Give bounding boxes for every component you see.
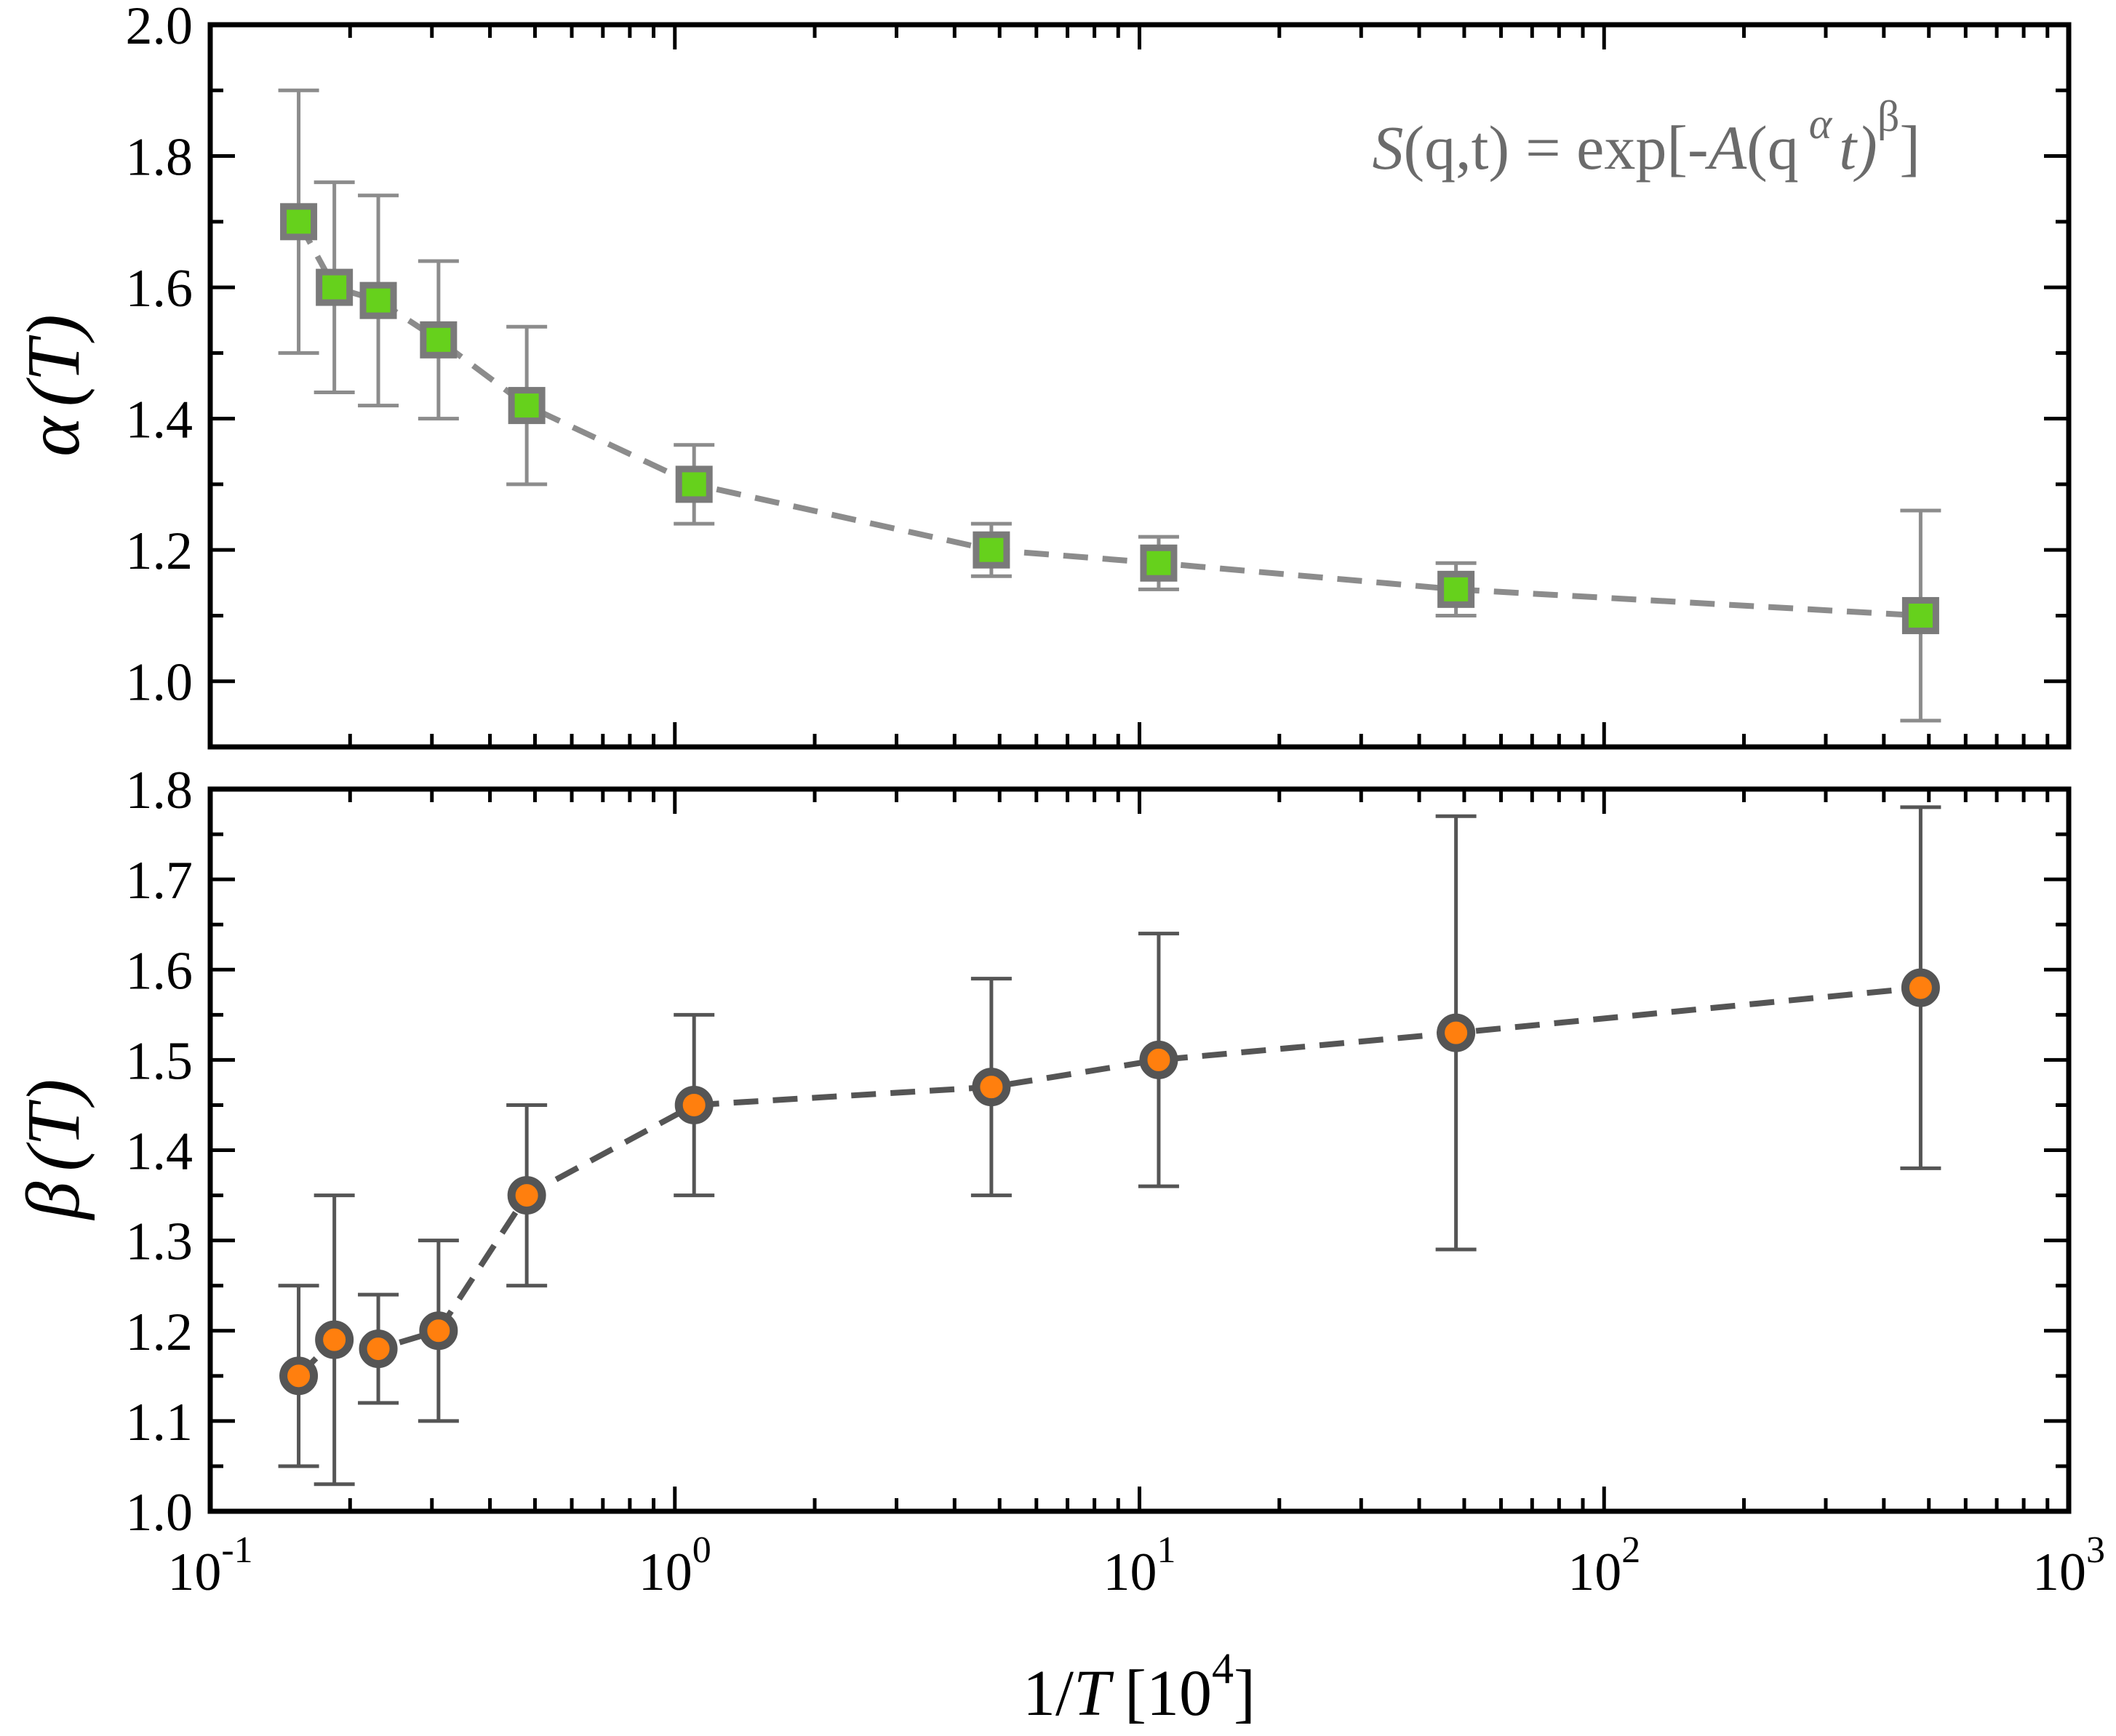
- alpha-data-point: [1901, 596, 1939, 634]
- eq-equals: = exp[-: [1525, 113, 1708, 183]
- alpha-y-tick-label: 1.6: [126, 259, 193, 319]
- beta-panel-frame: [207, 786, 2072, 1514]
- beta-y-tick-label: 1.2: [126, 1303, 193, 1362]
- alpha-y-tick-label: 2.0: [126, 0, 193, 56]
- alpha-y-tick-labels: 1.0 1.2 1.4 1.6 1.8 2.0: [126, 0, 193, 713]
- alpha-y-tick-label: 1.8: [126, 128, 193, 188]
- beta-panel: 1.01.11.21.31.41.51.61.71.8 10-1 100 101 10…: [12, 761, 2105, 1729]
- alpha-y-tick-label: 1.0: [126, 653, 193, 713]
- beta-y-tick-label: 1.4: [126, 1122, 193, 1182]
- beta-data-point: [972, 1068, 1011, 1107]
- beta-axis-ticks: [208, 787, 2071, 1513]
- eq-open: (q: [1746, 113, 1799, 183]
- alpha-data-point: [420, 321, 458, 359]
- alpha-data-point: [1437, 570, 1475, 608]
- beta-ylabel-symbol: β: [12, 1181, 95, 1220]
- eq-beta: β: [1877, 92, 1900, 140]
- xlabel-unit-exp: 4: [1212, 1644, 1234, 1692]
- beta-ylabel-arg: (T): [12, 1079, 95, 1172]
- eq-args: (q,t): [1403, 113, 1509, 183]
- beta-data-point: [315, 1320, 354, 1359]
- eq-close: ]: [1899, 113, 1920, 183]
- alpha-data-point: [280, 203, 318, 241]
- xlabel-T: T: [1074, 1657, 1114, 1729]
- beta-data-point: [279, 1356, 319, 1396]
- alpha-y-tick-label: 1.4: [126, 391, 193, 450]
- alpha-axis-ticks: [208, 23, 2071, 749]
- beta-data-point: [419, 1311, 458, 1351]
- x-tick-label: 101: [1103, 1529, 1176, 1602]
- alpha-data-point: [508, 387, 546, 425]
- eq-A: A: [1705, 113, 1747, 183]
- eq-t: t): [1839, 113, 1877, 183]
- alpha-data-point: [316, 268, 354, 306]
- beta-y-tick-label: 1.3: [126, 1212, 193, 1272]
- xlabel-unit-open: [10: [1125, 1657, 1212, 1729]
- x-tick-label: 103: [2032, 1529, 2105, 1602]
- beta-y-tick-label: 1.6: [126, 941, 193, 1001]
- beta-data-point: [359, 1329, 398, 1369]
- beta-y-tick-label: 1.0: [126, 1483, 193, 1543]
- beta-series: [278, 805, 1941, 1487]
- alpha-data-point: [675, 465, 713, 503]
- alpha-y-axis-label: α (T): [12, 314, 95, 457]
- beta-data-point: [507, 1176, 546, 1215]
- beta-y-tick-labels: 1.0 1.1 1.2 1.3 1.4 1.5 1.6 1.7 1.8: [126, 761, 193, 1543]
- x-tick-label: 10-1: [167, 1529, 252, 1602]
- alpha-y-tick-label: 1.2: [126, 521, 193, 581]
- beta-data-point: [1437, 1013, 1476, 1052]
- eq-alpha: α: [1809, 100, 1833, 148]
- beta-y-tick-label: 1.1: [126, 1393, 193, 1452]
- alpha-data-point: [973, 531, 1010, 569]
- beta-series-line: [296, 985, 1921, 1378]
- beta-data-point: [1139, 1040, 1178, 1079]
- beta-data-point: [674, 1085, 714, 1124]
- alpha-data-point: [359, 281, 397, 319]
- alpha-series-line: [296, 220, 1921, 619]
- beta-data-point: [1901, 968, 1940, 1007]
- beta-y-tick-label: 1.8: [126, 761, 193, 820]
- eq-S: S: [1372, 113, 1403, 183]
- beta-y-tick-label: 1.7: [126, 851, 193, 911]
- x-tick-label: 102: [1568, 1529, 1640, 1602]
- xlabel-unit-close: ]: [1234, 1657, 1255, 1729]
- beta-y-axis-label: β (T): [12, 1079, 95, 1221]
- xlabel-prefix: 1/: [1023, 1657, 1074, 1729]
- alpha-ylabel-symbol: α: [12, 415, 95, 457]
- alpha-series: [278, 88, 1941, 723]
- beta-y-tick-label: 1.5: [126, 1031, 193, 1091]
- x-tick-label: 100: [639, 1529, 711, 1602]
- alpha-data-point: [1140, 544, 1178, 582]
- x-tick-labels: 10-1 100 101 102 103: [167, 1529, 2105, 1602]
- alpha-panel: 1.0 1.2 1.4 1.6 1.8 2.0 α (T) S(q,t) = exp[-A(q…: [12, 0, 2072, 750]
- alpha-ylabel-arg: (T): [12, 314, 95, 407]
- x-axis-label: 1/T [104]: [1023, 1644, 1255, 1729]
- model-equation: S(q,t) = exp[-A(q α t)β]: [1372, 92, 1920, 183]
